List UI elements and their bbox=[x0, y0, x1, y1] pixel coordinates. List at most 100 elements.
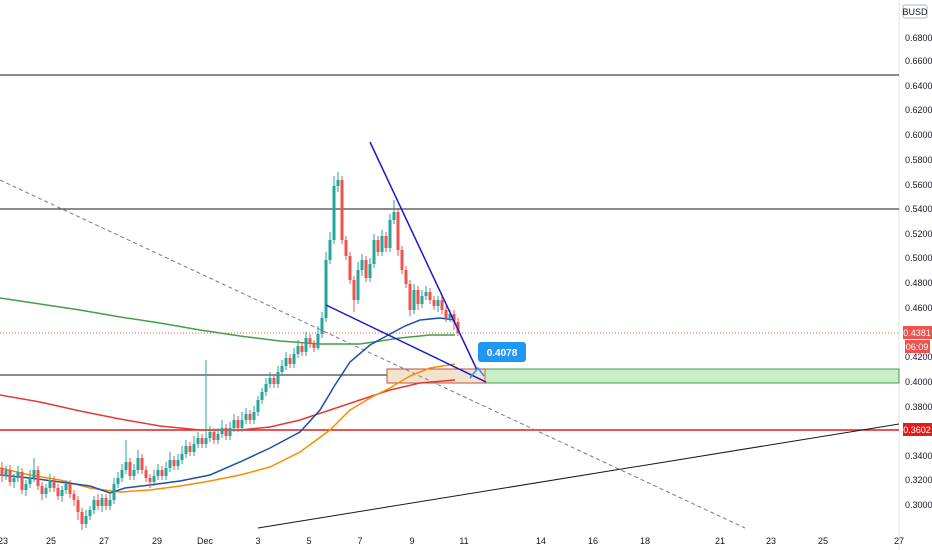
candle-bearish[interactable] bbox=[200, 438, 204, 444]
candle-bullish[interactable] bbox=[208, 432, 212, 438]
candle-bullish[interactable] bbox=[88, 510, 92, 516]
candle-bullish[interactable] bbox=[304, 338, 308, 352]
candle-bearish[interactable] bbox=[404, 270, 408, 284]
candle-bearish[interactable] bbox=[128, 462, 132, 476]
candle-bullish[interactable] bbox=[232, 420, 236, 428]
candle-bullish[interactable] bbox=[168, 460, 172, 468]
candle-bullish[interactable] bbox=[16, 472, 20, 478]
candle-bearish[interactable] bbox=[288, 358, 292, 364]
candle-bearish[interactable] bbox=[160, 470, 164, 476]
candle-bearish[interactable] bbox=[376, 240, 380, 252]
candle-bearish[interactable] bbox=[96, 500, 100, 506]
candle-bullish[interactable] bbox=[216, 434, 220, 440]
candle-bearish[interactable] bbox=[172, 460, 176, 466]
candle-bearish[interactable] bbox=[140, 458, 144, 470]
candle-bullish[interactable] bbox=[316, 334, 320, 348]
candle-bearish[interactable] bbox=[144, 470, 148, 478]
candle-bearish[interactable] bbox=[456, 322, 460, 333]
candle-bullish[interactable] bbox=[368, 264, 372, 278]
candle-bullish[interactable] bbox=[448, 314, 452, 318]
candle-bullish[interactable] bbox=[256, 400, 260, 412]
candle-bearish[interactable] bbox=[432, 300, 436, 306]
candle-bullish[interactable] bbox=[116, 478, 120, 484]
candle-bullish[interactable] bbox=[356, 270, 360, 300]
candle-bearish[interactable] bbox=[312, 344, 316, 348]
candle-bearish[interactable] bbox=[416, 290, 420, 304]
candle-bearish[interactable] bbox=[384, 236, 388, 248]
candle-bearish[interactable] bbox=[76, 500, 80, 512]
wedge-upper-line[interactable] bbox=[369, 141, 478, 371]
candle-bearish[interactable] bbox=[236, 420, 240, 428]
candle-bearish[interactable] bbox=[300, 346, 304, 352]
candle-bullish[interactable] bbox=[120, 470, 124, 478]
candle-bullish[interactable] bbox=[184, 446, 188, 454]
candle-bearish[interactable] bbox=[188, 446, 192, 452]
candle-bullish[interactable] bbox=[220, 428, 224, 434]
candle-bullish[interactable] bbox=[176, 460, 180, 466]
candle-bullish[interactable] bbox=[164, 468, 168, 476]
candle-bullish[interactable] bbox=[412, 290, 416, 310]
candle-bullish[interactable] bbox=[228, 428, 232, 436]
candle-bullish[interactable] bbox=[436, 300, 440, 306]
candle-bullish[interactable] bbox=[296, 346, 300, 354]
candle-bullish[interactable] bbox=[24, 484, 28, 490]
candle-bullish[interactable] bbox=[268, 378, 272, 384]
ma-orange-line[interactable] bbox=[0, 363, 456, 493]
candle-bullish[interactable] bbox=[152, 476, 156, 482]
candle-bearish[interactable] bbox=[396, 212, 400, 250]
candle-bullish[interactable] bbox=[136, 458, 140, 470]
candle-bullish[interactable] bbox=[100, 498, 104, 506]
candle-bullish[interactable] bbox=[420, 296, 424, 304]
candle-bullish[interactable] bbox=[192, 444, 196, 452]
candle-bullish[interactable] bbox=[92, 500, 96, 510]
candle-bearish[interactable] bbox=[348, 256, 352, 280]
candle-bearish[interactable] bbox=[364, 260, 368, 278]
candle-bearish[interactable] bbox=[8, 470, 12, 482]
candle-bearish[interactable] bbox=[36, 470, 40, 486]
candle-bullish[interactable] bbox=[424, 292, 428, 296]
candle-bearish[interactable] bbox=[148, 478, 152, 482]
candle-bullish[interactable] bbox=[44, 488, 48, 494]
candle-bullish[interactable] bbox=[264, 384, 268, 392]
candle-bullish[interactable] bbox=[328, 240, 332, 260]
candle-bullish[interactable] bbox=[280, 366, 284, 372]
candle-bullish[interactable] bbox=[4, 470, 8, 476]
candle-bearish[interactable] bbox=[68, 484, 72, 494]
candle-bearish[interactable] bbox=[308, 338, 312, 344]
candle-bullish[interactable] bbox=[60, 490, 64, 496]
candle-bearish[interactable] bbox=[340, 180, 344, 240]
candle-bearish[interactable] bbox=[400, 250, 404, 270]
candle-bullish[interactable] bbox=[108, 500, 112, 506]
candle-bearish[interactable] bbox=[408, 284, 412, 310]
ma-green-line[interactable] bbox=[0, 297, 455, 345]
candle-bullish[interactable] bbox=[392, 212, 396, 220]
candle-bullish[interactable] bbox=[276, 372, 280, 384]
candle-bearish[interactable] bbox=[20, 472, 24, 490]
candle-bullish[interactable] bbox=[360, 260, 364, 270]
candle-bullish[interactable] bbox=[240, 420, 244, 428]
candle-bearish[interactable] bbox=[248, 414, 252, 420]
candle-bullish[interactable] bbox=[124, 462, 128, 470]
candle-bullish[interactable] bbox=[156, 470, 160, 476]
candle-bullish[interactable] bbox=[84, 516, 88, 524]
price-callout[interactable]: 0.4078 bbox=[469, 342, 526, 379]
candle-bearish[interactable] bbox=[80, 512, 84, 524]
candle-bearish[interactable] bbox=[344, 240, 348, 256]
candle-bullish[interactable] bbox=[324, 260, 328, 318]
candle-bearish[interactable] bbox=[72, 494, 76, 500]
candle-bullish[interactable] bbox=[12, 478, 16, 482]
candle-bearish[interactable] bbox=[212, 432, 216, 440]
candle-bullish[interactable] bbox=[48, 480, 52, 488]
candle-bullish[interactable] bbox=[244, 414, 248, 420]
support-zone[interactable] bbox=[386, 368, 900, 384]
candle-bearish[interactable] bbox=[452, 314, 456, 322]
candlestick-series[interactable] bbox=[0, 172, 460, 530]
candle-bearish[interactable] bbox=[40, 486, 44, 494]
candle-bullish[interactable] bbox=[204, 438, 208, 444]
wedge-lower-line[interactable] bbox=[325, 304, 487, 383]
candle-bullish[interactable] bbox=[292, 354, 296, 364]
candle-bullish[interactable] bbox=[336, 180, 340, 186]
candle-bullish[interactable] bbox=[180, 454, 184, 460]
candle-bullish[interactable] bbox=[284, 358, 288, 366]
candle-bearish[interactable] bbox=[56, 488, 60, 496]
